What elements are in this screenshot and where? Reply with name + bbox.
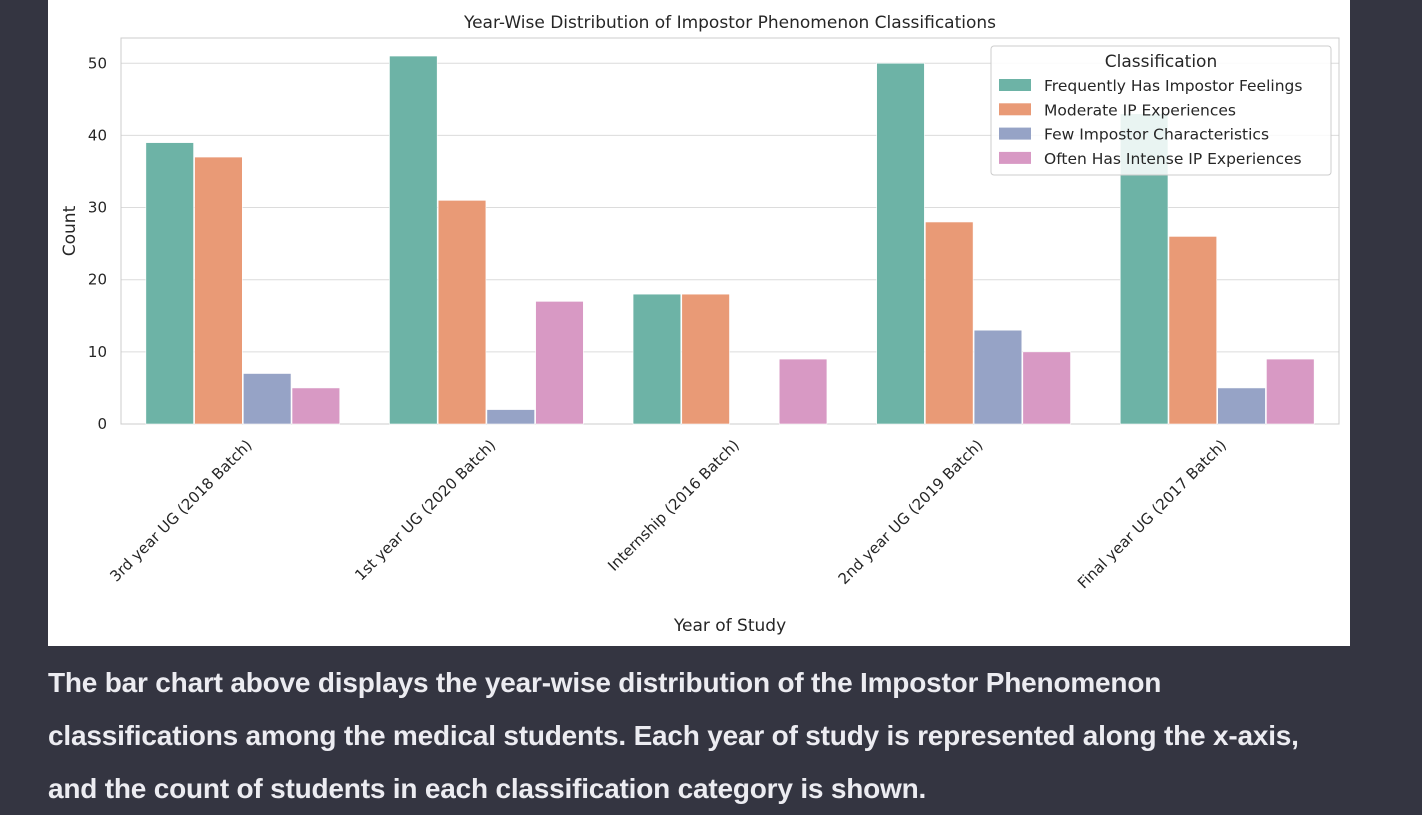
- caption-line-3: and the count of students in each classi…: [48, 773, 927, 804]
- bar: [437, 200, 487, 425]
- legend-title: Classification: [1105, 52, 1217, 72]
- bar: [486, 409, 535, 425]
- legend-label: Often Has Intense IP Experiences: [1044, 150, 1302, 168]
- y-tick-label: 0: [97, 415, 107, 433]
- y-tick-label: 30: [88, 199, 107, 217]
- y-tick-label: 10: [88, 343, 107, 361]
- x-tick-label: 2nd year UG (2019 Batch): [835, 436, 987, 588]
- bar: [194, 156, 243, 425]
- bar: [1168, 236, 1217, 425]
- legend-swatch: [999, 151, 1031, 164]
- plot-frame: [120, 37, 1340, 425]
- legend-box: [990, 45, 1332, 176]
- legend-swatch: [999, 103, 1031, 116]
- chart-title: Year-Wise Distribution of Impostor Pheno…: [463, 13, 996, 33]
- bar: [1266, 358, 1315, 425]
- bar: [1217, 387, 1266, 425]
- bar: [389, 55, 438, 425]
- legend-label: Frequently Has Impostor Feelings: [1044, 77, 1302, 95]
- bar: [535, 301, 584, 425]
- bar: [1022, 351, 1071, 425]
- y-axis-label: Count: [60, 205, 80, 256]
- bar: [681, 293, 730, 425]
- bar: [291, 387, 341, 425]
- legend-label: Few Impostor Characteristics: [1044, 126, 1269, 144]
- x-tick-label: 3rd year UG (2018 Batch): [106, 436, 255, 585]
- y-tick-label: 40: [88, 126, 107, 144]
- y-tick-label: 50: [88, 54, 107, 72]
- legend-label: Moderate IP Experiences: [1044, 101, 1236, 119]
- legend-swatch: [999, 127, 1031, 140]
- y-tick-label: 20: [88, 271, 107, 289]
- chart-panel: 0 10 20 30 40 50 3rd year UG (2018 Batch) 1st y…: [48, 0, 1350, 646]
- caption-line-2: classifications among the medical studen…: [48, 720, 1299, 751]
- bar: [925, 221, 974, 425]
- caption-line-1: The bar chart above displays the year-wi…: [48, 667, 1162, 698]
- bar: [973, 329, 1023, 425]
- bar: [243, 373, 292, 425]
- legend-swatch: [999, 79, 1031, 91]
- x-tick-label: Final year UG (2017 Batch): [1074, 436, 1230, 592]
- bar: [778, 358, 828, 425]
- chart-description: The bar chart above displays the year-wi…: [48, 656, 1378, 815]
- bar: [632, 293, 682, 425]
- bar: [145, 142, 194, 425]
- x-axis-label: Year of Study: [673, 616, 786, 636]
- bar: [876, 62, 925, 425]
- x-tick-label: Internship (2016 Batch): [604, 436, 743, 575]
- bar-chart: 0 10 20 30 40 50 3rd year UG (2018 Batch) 1st y…: [60, 13, 1340, 636]
- x-tick-label: 1st year UG (2020 Batch): [351, 436, 499, 584]
